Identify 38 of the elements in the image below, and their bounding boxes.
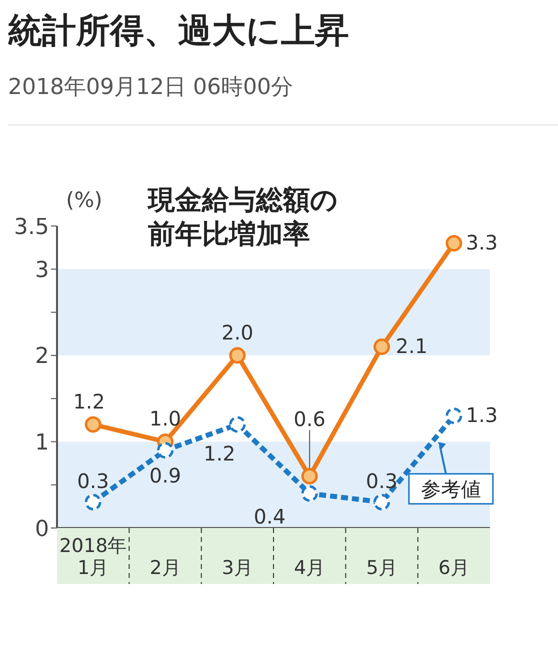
point: [374, 494, 390, 510]
y-tick-label: 2: [35, 344, 49, 370]
y-tick-label: 3.5: [14, 214, 49, 240]
y-tick-label: 3: [35, 258, 49, 283]
point: [84, 416, 102, 433]
y-tick-label: 0: [35, 516, 49, 542]
data-label: 0.4: [254, 504, 286, 528]
data-label: 1.0: [149, 406, 182, 431]
point: [229, 416, 246, 433]
y-tick-label: 1: [35, 430, 49, 456]
x-tick-label: 5月: [366, 557, 398, 579]
data-label: 1.3: [466, 402, 498, 427]
legend-label: 参考値: [420, 476, 481, 501]
data-label: 1.2: [204, 441, 236, 466]
x-tick-label: 6月: [438, 557, 470, 579]
data-label: 2.0: [222, 320, 254, 344]
x-tick-label: 4月: [294, 557, 326, 579]
point: [157, 442, 174, 459]
x-tick-label: 3月: [222, 557, 253, 579]
point: [301, 468, 318, 484]
point: [301, 485, 318, 502]
point: [446, 235, 462, 252]
point: [229, 347, 246, 364]
data-label: 0.6: [294, 407, 326, 432]
data-label: 0.9: [149, 463, 182, 488]
data-label: 1.2: [73, 389, 105, 414]
chart-title: 統計所得、過大に上昇: [8, 10, 350, 53]
data-label: 0.3: [77, 469, 109, 494]
y-axis-title: (%): [66, 188, 102, 212]
x-tick-label: 2018年 1月: [59, 535, 127, 579]
data-label: 0.3: [366, 469, 398, 494]
data-label: 3.3: [466, 230, 498, 254]
annotation: 現金給与総額の前年比増加率: [148, 184, 339, 252]
chart-subtitle: 2018年09月12日 06時00分: [8, 74, 294, 102]
point: [374, 338, 390, 356]
point: [84, 494, 102, 510]
x-tick-label: 2月: [150, 557, 181, 579]
data-label: 2.1: [396, 334, 428, 358]
